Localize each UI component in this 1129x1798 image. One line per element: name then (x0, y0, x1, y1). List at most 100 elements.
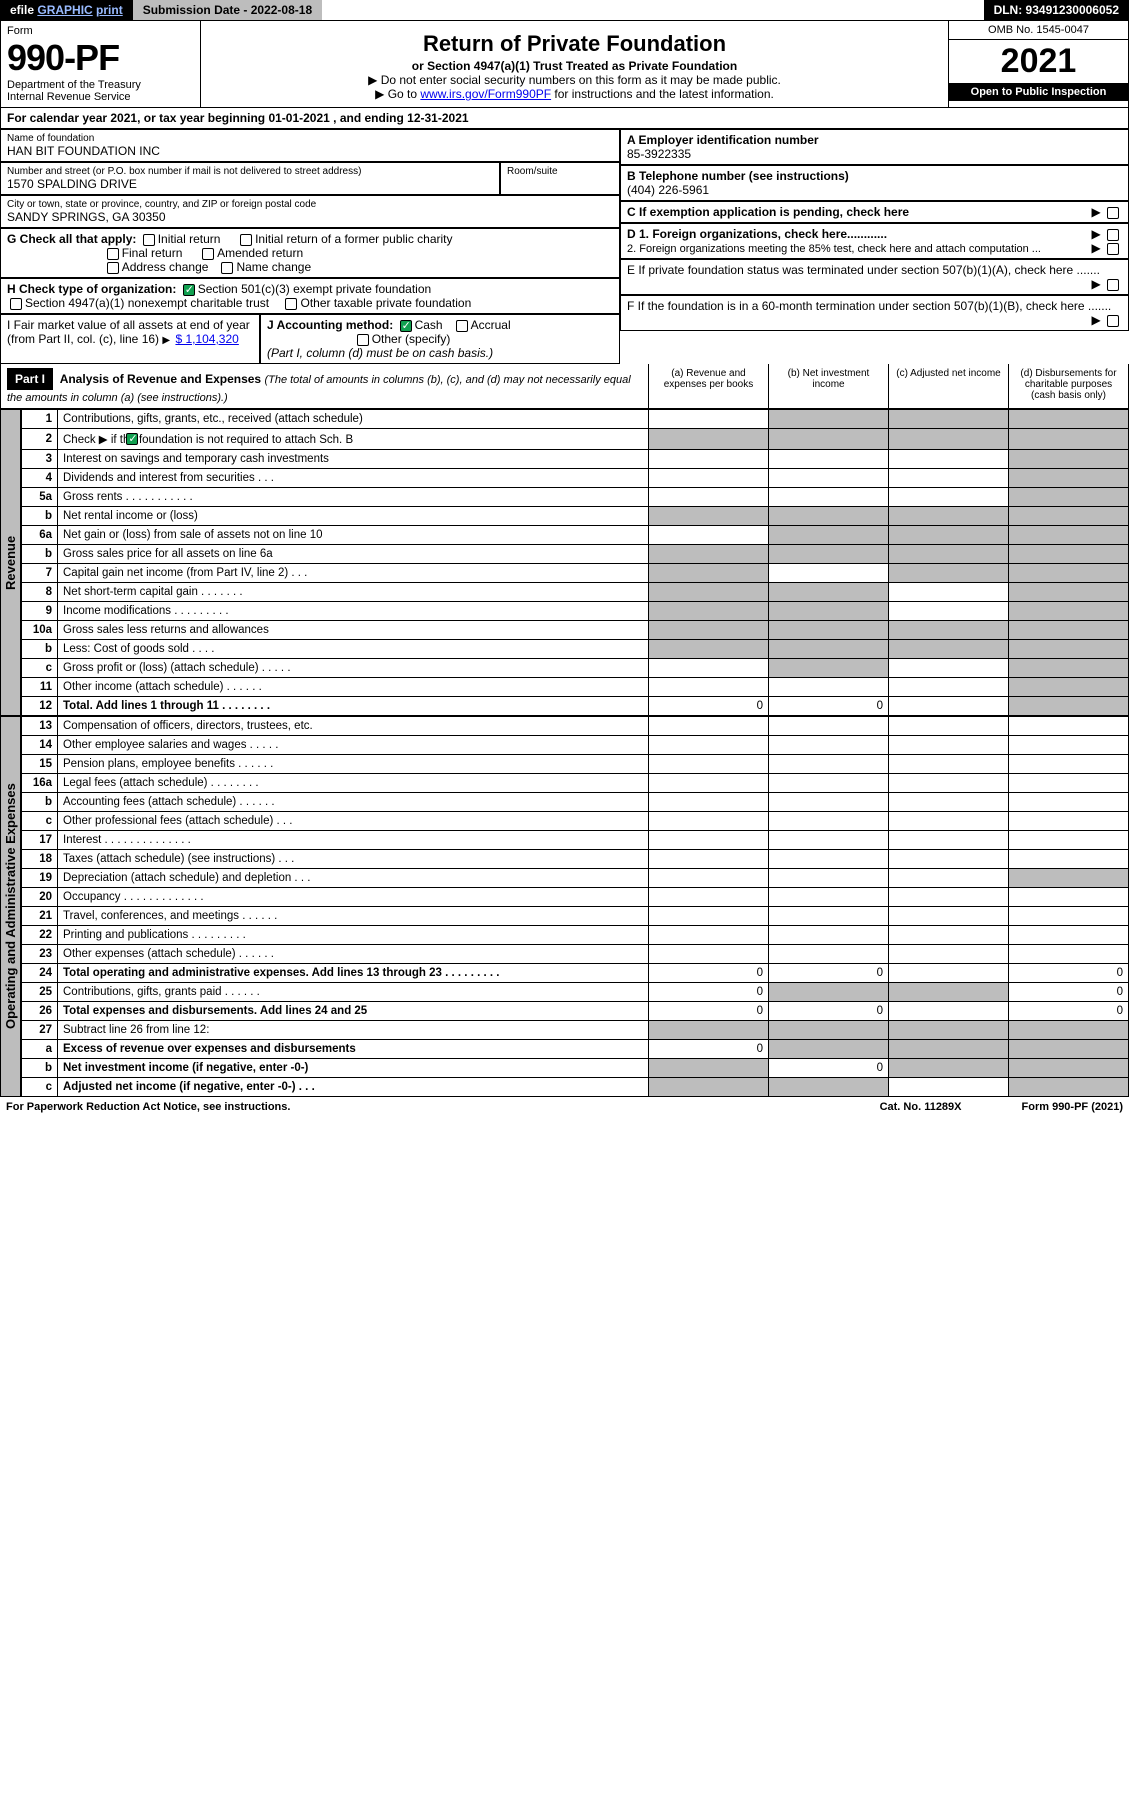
name-label: Name of foundation (7, 133, 613, 144)
f-label: F If the foundation is in a 60-month ter… (627, 299, 1111, 313)
other-method-checkbox[interactable] (357, 334, 369, 346)
line-27: 27Subtract line 26 from line 12: (22, 1021, 1129, 1040)
calendar-year-line: For calendar year 2021, or tax year begi… (0, 108, 1129, 129)
name-cell: Name of foundation HAN BIT FOUNDATION IN… (0, 129, 620, 162)
expenses-section: Operating and Administrative Expenses 13… (0, 716, 1129, 1097)
4947-checkbox[interactable] (10, 298, 22, 310)
fmv-value: $ 1,104,320 (175, 332, 238, 346)
501c3-checkbox[interactable] (183, 284, 195, 296)
ein: 85-3922335 (627, 147, 691, 161)
c-label: C If exemption application is pending, c… (627, 205, 909, 219)
line-21: 21Travel, conferences, and meetings . . … (22, 907, 1129, 926)
d1-checkbox[interactable] (1107, 229, 1119, 241)
d1-label: D 1. Foreign organizations, check here..… (627, 227, 887, 241)
footer-right: Form 990-PF (2021) (1022, 1101, 1123, 1113)
f-cell: F If the foundation is in a 60-month ter… (620, 295, 1129, 331)
line-5a: 5aGross rents . . . . . . . . . . . (22, 488, 1129, 507)
print-link[interactable]: print (96, 3, 123, 17)
line-6a: 6aNet gain or (loss) from sale of assets… (22, 526, 1129, 545)
line-12: 12Total. Add lines 1 through 11 . . . . … (22, 697, 1129, 716)
city: SANDY SPRINGS, GA 30350 (7, 210, 613, 224)
line-10a: 10aGross sales less returns and allowanc… (22, 621, 1129, 640)
omb-number: OMB No. 1545-0047 (949, 21, 1128, 40)
tel: (404) 226-5961 (627, 183, 709, 197)
cash-label: Cash (415, 318, 443, 332)
line-17: 17Interest . . . . . . . . . . . . . . (22, 831, 1129, 850)
h-label: H Check type of organization: (7, 282, 176, 296)
efile-label: efile (10, 3, 34, 17)
line-24-desc: Total operating and administrative expen… (63, 967, 499, 979)
city-label: City or town, state or province, country… (7, 199, 613, 210)
top-bar: efile GRAPHIC print Submission Date - 20… (0, 0, 1129, 20)
address-change-label: Address change (122, 260, 209, 274)
j-block: J Accounting method: Cash Accrual Other … (260, 314, 620, 364)
line-16b: bAccounting fees (attach schedule) . . .… (22, 793, 1129, 812)
street-label: Number and street (or P.O. box number if… (7, 166, 493, 177)
d2-label: 2. Foreign organizations meeting the 85%… (627, 243, 1041, 255)
line-23: 23Other expenses (attach schedule) . . .… (22, 945, 1129, 964)
other-taxable-checkbox[interactable] (285, 298, 297, 310)
line-2: 2Check ▶ if the foundation is not requir… (22, 429, 1129, 450)
note2-post: for instructions and the latest informat… (554, 87, 773, 101)
form-number: 990-PF (7, 37, 194, 79)
tax-year: 2021 (949, 40, 1128, 83)
line-12-desc: Total. Add lines 1 through 11 . . . . . … (63, 700, 270, 712)
col-d-head: (d) Disbursements for charitable purpose… (1008, 364, 1128, 408)
line-27c: cAdjusted net income (if negative, enter… (22, 1078, 1129, 1097)
line-25: 25Contributions, gifts, grants paid . . … (22, 983, 1129, 1002)
c-cell: C If exemption application is pending, c… (620, 201, 1129, 223)
note2: ▶ Go to www.irs.gov/Form990PF for instru… (211, 87, 938, 101)
line-11: 11Other income (attach schedule) . . . .… (22, 678, 1129, 697)
irs: Internal Revenue Service (7, 91, 194, 103)
line-7: 7Capital gain net income (from Part IV, … (22, 564, 1129, 583)
line-4: 4Dividends and interest from securities … (22, 469, 1129, 488)
efile-block: efile GRAPHIC print (0, 0, 133, 20)
line-24: 24Total operating and administrative exp… (22, 964, 1129, 983)
form-word: Form (7, 25, 194, 37)
e-checkbox[interactable] (1107, 279, 1119, 291)
address-change-checkbox[interactable] (107, 262, 119, 274)
initial-former-label: Initial return of a former public charit… (255, 232, 452, 246)
note2-pre: ▶ Go to (375, 87, 420, 101)
city-cell: City or town, state or province, country… (0, 195, 620, 228)
name-change-checkbox[interactable] (221, 262, 233, 274)
line-10c: cGross profit or (loss) (attach schedule… (22, 659, 1129, 678)
line-9: 9Income modifications . . . . . . . . . (22, 602, 1129, 621)
initial-return-checkbox[interactable] (143, 234, 155, 246)
accrual-label: Accrual (471, 318, 511, 332)
line-26: 26Total expenses and disbursements. Add … (22, 1002, 1129, 1021)
identity-block: Name of foundation HAN BIT FOUNDATION IN… (0, 129, 1129, 364)
revenue-side-label: Revenue (0, 409, 21, 716)
part1-label: Part I (7, 368, 53, 390)
room-cell: Room/suite (500, 162, 620, 195)
cash-checkbox[interactable] (400, 320, 412, 332)
line-3: 3Interest on savings and temporary cash … (22, 450, 1129, 469)
e-label: E If private foundation status was termi… (627, 263, 1100, 277)
graphic-link[interactable]: GRAPHIC (37, 3, 92, 17)
line-14: 14Other employee salaries and wages . . … (22, 736, 1129, 755)
final-return-checkbox[interactable] (107, 248, 119, 260)
name-change-label: Name change (236, 260, 311, 274)
f-checkbox[interactable] (1107, 315, 1119, 327)
line-22: 22Printing and publications . . . . . . … (22, 926, 1129, 945)
c-checkbox[interactable] (1107, 207, 1119, 219)
e-cell: E If private foundation status was termi… (620, 259, 1129, 295)
d2-checkbox[interactable] (1107, 243, 1119, 255)
header-right: OMB No. 1545-0047 2021 Open to Public In… (948, 21, 1128, 107)
schb-checkbox[interactable] (126, 433, 138, 445)
form-subtitle: or Section 4947(a)(1) Trust Treated as P… (211, 59, 938, 73)
line-16a: 16aLegal fees (attach schedule) . . . . … (22, 774, 1129, 793)
expenses-side-label: Operating and Administrative Expenses (0, 716, 21, 1097)
line-18: 18Taxes (attach schedule) (see instructi… (22, 850, 1129, 869)
line-15: 15Pension plans, employee benefits . . .… (22, 755, 1129, 774)
line-26-desc: Total expenses and disbursements. Add li… (63, 1005, 367, 1017)
g-label: G Check all that apply: (7, 232, 136, 246)
instructions-link[interactable]: www.irs.gov/Form990PF (420, 87, 551, 101)
initial-return-label: Initial return (158, 232, 221, 246)
line-8: 8Net short-term capital gain . . . . . .… (22, 583, 1129, 602)
initial-former-checkbox[interactable] (240, 234, 252, 246)
amended-checkbox[interactable] (202, 248, 214, 260)
accrual-checkbox[interactable] (456, 320, 468, 332)
submission-date: Submission Date - 2022-08-18 (133, 0, 322, 20)
line-16c: cOther professional fees (attach schedul… (22, 812, 1129, 831)
